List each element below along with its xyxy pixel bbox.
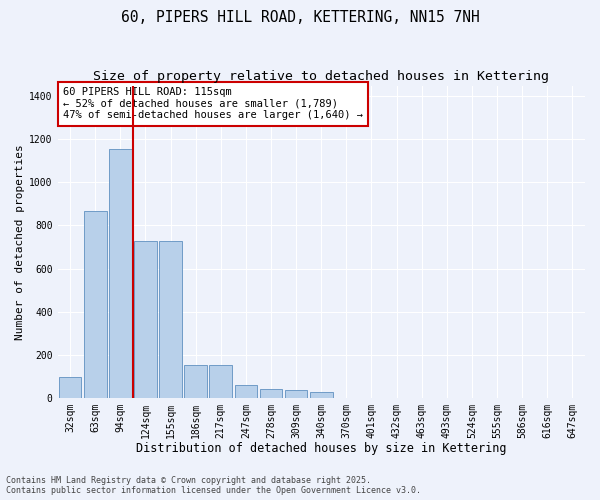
Title: Size of property relative to detached houses in Kettering: Size of property relative to detached ho… [93, 70, 549, 83]
Bar [285, 390, 307, 398]
Bar [209, 366, 232, 398]
Bar [84, 212, 107, 398]
Text: Contains HM Land Registry data © Crown copyright and database right 2025.
Contai: Contains HM Land Registry data © Crown c… [6, 476, 421, 495]
X-axis label: Distribution of detached houses by size in Kettering: Distribution of detached houses by size … [136, 442, 506, 455]
Bar [109, 149, 131, 398]
Bar [184, 366, 207, 398]
Bar [310, 392, 332, 398]
Y-axis label: Number of detached properties: Number of detached properties [15, 144, 25, 340]
Bar [235, 385, 257, 398]
Text: 60 PIPERS HILL ROAD: 115sqm
← 52% of detached houses are smaller (1,789)
47% of : 60 PIPERS HILL ROAD: 115sqm ← 52% of det… [63, 87, 363, 120]
Bar [159, 240, 182, 398]
Bar [260, 389, 283, 398]
Bar [134, 240, 157, 398]
Bar [59, 378, 82, 398]
Text: 60, PIPERS HILL ROAD, KETTERING, NN15 7NH: 60, PIPERS HILL ROAD, KETTERING, NN15 7N… [121, 10, 479, 25]
